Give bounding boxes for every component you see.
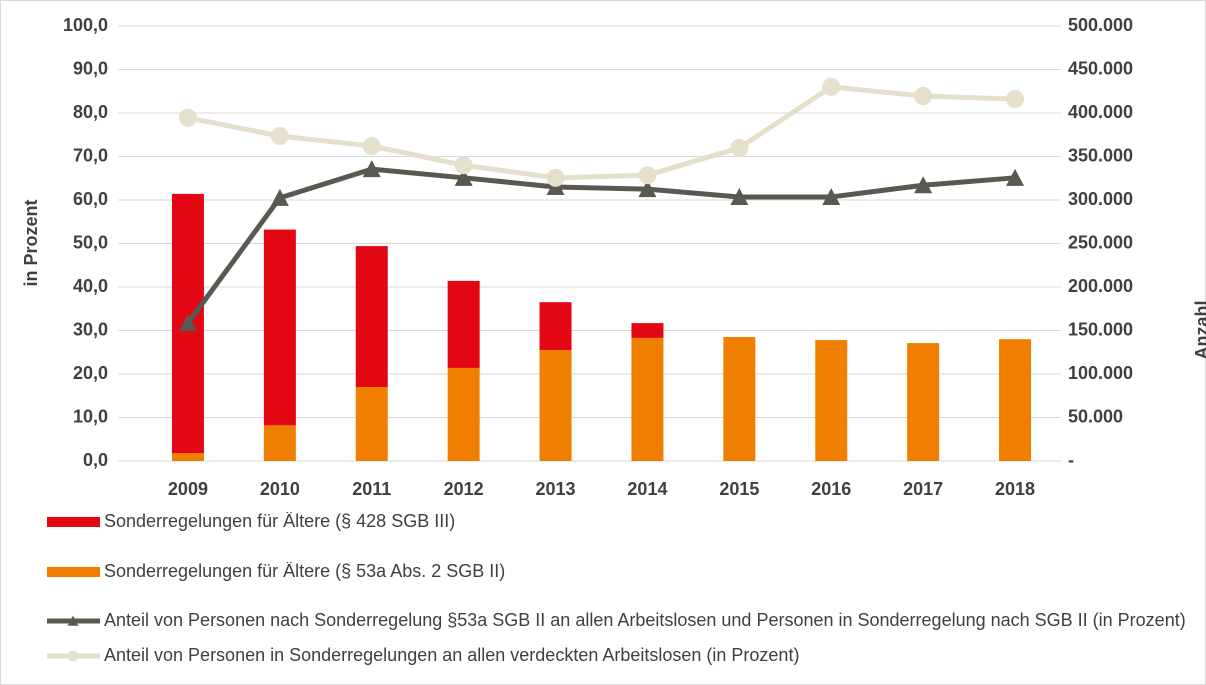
line-series [185, 166, 1016, 325]
line-marker [822, 77, 841, 96]
bar [447, 280, 480, 368]
legend-entry: Sonderregelungen für Ältere (§ 428 SGB I… [104, 512, 456, 531]
bar [999, 339, 1032, 461]
bar [263, 425, 296, 461]
y-axis-label: in Prozent [21, 199, 41, 286]
legend-label: Sonderregelungen für Ältere (§ 53a Abs. … [104, 562, 506, 581]
legend-entry: Anteil von Personen nach Sonderregelung … [104, 611, 1186, 630]
line-marker [454, 168, 473, 186]
line-marker [730, 138, 749, 157]
x-tick-label: 2014 [627, 479, 667, 499]
bar [631, 323, 664, 338]
bar [539, 302, 572, 351]
bar [171, 453, 204, 461]
y-tick-label: 0,0 [83, 450, 108, 470]
y2-tick-label: 250.000 [1068, 232, 1133, 252]
y-tick-label: 40,0 [73, 276, 108, 296]
x-tick-label: 2017 [903, 479, 943, 499]
y2-axis-label: Anzahl [1192, 300, 1206, 359]
bar [355, 387, 388, 461]
legend-label: Anteil von Personen nach Sonderregelung … [104, 611, 1186, 630]
x-tick-label: 2009 [168, 479, 208, 499]
x-tick-label: 2016 [811, 479, 851, 499]
y-tick-label: 70,0 [73, 145, 108, 165]
line-marker [270, 188, 289, 206]
bar [263, 229, 296, 426]
line-marker [730, 187, 749, 205]
y-tick-label: 50,0 [73, 232, 108, 252]
y-tick-label: 30,0 [73, 319, 108, 339]
bar [355, 246, 388, 388]
line-marker [178, 108, 197, 127]
y-tick-label: 90,0 [73, 58, 108, 78]
legend-entry: Sonderregelungen für Ältere (§ 53a Abs. … [104, 562, 506, 581]
legend-swatch [47, 567, 100, 577]
y2-tick-label: 150.000 [1068, 319, 1133, 339]
y2-tick-label: 450.000 [1068, 58, 1133, 78]
line-marker [454, 156, 473, 175]
line-marker [546, 168, 565, 187]
line-marker [638, 166, 657, 185]
bar [815, 340, 848, 461]
y-tick-label: 10,0 [73, 406, 108, 426]
y2-tick-label: 200.000 [1068, 276, 1133, 296]
line-series [187, 84, 1016, 181]
y2-tick-label: 100.000 [1068, 363, 1133, 383]
line-marker [270, 127, 289, 146]
bar [539, 350, 572, 461]
y-tick-label: 20,0 [73, 363, 108, 383]
line-marker [362, 160, 381, 178]
bar [723, 337, 756, 461]
y2-tick-label: 350.000 [1068, 145, 1133, 165]
legend-swatch [47, 517, 100, 527]
line-marker [914, 176, 933, 194]
y2-tick-label: 300.000 [1068, 189, 1133, 209]
line-marker [67, 615, 79, 626]
legend-label: Sonderregelungen für Ältere (§ 428 SGB I… [104, 512, 456, 531]
line-marker [178, 314, 197, 332]
x-tick-label: 2015 [719, 479, 759, 499]
y2-tick-label: 400.000 [1068, 102, 1133, 122]
line-marker [1006, 90, 1025, 109]
legend-entry: Anteil von Personen in Sonderregelungen … [104, 646, 800, 665]
line-marker [914, 87, 933, 106]
y2-tick-label: - [1068, 450, 1074, 470]
bar [907, 343, 940, 461]
x-tick-label: 2018 [995, 479, 1035, 499]
x-tick-label: 2010 [260, 479, 300, 499]
y-tick-label: 100,0 [63, 15, 108, 35]
y-tick-label: 60,0 [73, 189, 108, 209]
y2-tick-label: 500.000 [1068, 15, 1133, 35]
legend-label: Anteil von Personen in Sonderregelungen … [104, 646, 800, 665]
line-marker [362, 137, 381, 156]
bar [631, 337, 664, 461]
line-marker [67, 650, 79, 662]
x-tick-label: 2011 [352, 479, 391, 499]
line-marker [1006, 168, 1025, 186]
line-marker [638, 180, 657, 198]
y2-tick-label: 50.000 [1068, 406, 1123, 426]
line-marker [822, 187, 841, 205]
x-tick-label: 2013 [536, 479, 576, 499]
y-tick-label: 80,0 [73, 102, 108, 122]
bar [447, 367, 480, 461]
x-tick-label: 2012 [444, 479, 484, 499]
